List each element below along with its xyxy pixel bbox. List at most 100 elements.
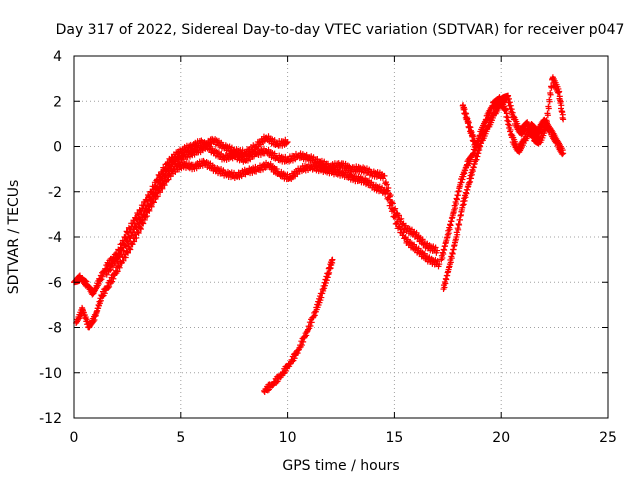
data-point: [109, 278, 116, 285]
data-point: [95, 280, 102, 287]
data-point: [473, 156, 480, 163]
grid-lines: [74, 56, 608, 418]
data-point: [392, 214, 399, 221]
data-point: [393, 220, 400, 227]
data-point: [383, 188, 390, 195]
data-point: [508, 106, 515, 113]
data-point: [163, 172, 170, 179]
data-point: [301, 333, 308, 340]
y-tick-label: 2: [53, 94, 62, 110]
data-point: [145, 193, 152, 200]
data-point: [467, 124, 474, 131]
data-point: [558, 102, 565, 109]
data-point: [131, 238, 138, 245]
data-point: [453, 200, 460, 207]
data-point: [455, 226, 462, 233]
data-point: [452, 205, 459, 212]
data-point: [132, 224, 139, 231]
data-point: [152, 190, 159, 197]
axis-ticks: 0 5 10 15 20 25 -12 -10 -8 -6 -4 -2 0 2 4: [39, 49, 617, 446]
data-point: [432, 244, 439, 251]
data-point: [133, 225, 140, 232]
data-point: [148, 198, 155, 205]
data-point: [124, 249, 131, 256]
data-point: [157, 189, 164, 196]
data-point: [467, 175, 474, 182]
data-point: [557, 98, 564, 105]
data-point: [124, 238, 131, 245]
data-point: [125, 249, 132, 256]
data-point: [472, 143, 479, 150]
data-point: [122, 243, 129, 250]
x-tick-label: 25: [599, 430, 617, 446]
data-point: [321, 282, 328, 289]
data-point: [507, 102, 514, 109]
data-point: [398, 215, 405, 222]
chart-title: Day 317 of 2022, Sidereal Day-to-day VTE…: [56, 22, 625, 38]
data-point: [131, 229, 138, 236]
data-point: [303, 332, 310, 339]
data-point: [398, 225, 405, 232]
data-point: [387, 199, 394, 206]
data-point: [314, 156, 321, 163]
data-point: [395, 212, 402, 219]
plot-frame: [73, 55, 609, 419]
data-point: [283, 139, 290, 146]
data-point: [394, 219, 401, 226]
data-point: [448, 255, 455, 262]
data-point: [475, 150, 482, 157]
data-point: [120, 257, 127, 264]
x-tick-label: 20: [492, 430, 510, 446]
data-point: [103, 271, 110, 278]
data-point: [310, 313, 317, 320]
data-point: [157, 181, 164, 188]
data-point: [467, 178, 474, 185]
data-point: [109, 264, 116, 271]
data-point: [300, 338, 307, 345]
data-point: [326, 269, 333, 276]
data-point: [505, 118, 512, 125]
data-point: [273, 379, 280, 386]
data-point: [132, 215, 139, 222]
data-point: [141, 211, 148, 218]
x-tick-label: 0: [70, 430, 79, 446]
data-point: [454, 231, 461, 238]
data-point: [506, 122, 513, 129]
data-point: [544, 112, 551, 119]
data-point: [459, 176, 466, 183]
data-point: [447, 259, 454, 266]
data-point: [546, 98, 553, 105]
data-point: [503, 110, 510, 117]
data-point: [271, 137, 278, 144]
data-point: [97, 277, 104, 284]
x-tick-label: 10: [279, 430, 297, 446]
data-point: [125, 230, 132, 237]
data-point: [434, 258, 441, 265]
data-point: [165, 176, 172, 183]
y-tick-label: -10: [39, 366, 62, 382]
data-point: [542, 127, 549, 134]
data-point: [99, 293, 106, 300]
data-point: [560, 150, 567, 157]
data-point: [146, 203, 153, 210]
y-tick-label: -6: [48, 275, 62, 291]
data-point: [381, 172, 388, 179]
data-point: [154, 185, 161, 192]
data-point: [505, 95, 512, 102]
data-point: [413, 229, 420, 236]
data-point: [507, 126, 514, 133]
y-tick-label: -8: [48, 321, 62, 337]
x-axis-label: GPS time / hours: [282, 458, 399, 474]
data-point: [545, 105, 552, 112]
data-point: [133, 234, 140, 241]
data-point: [273, 166, 280, 173]
data-point: [391, 213, 398, 220]
data-point: [311, 312, 318, 319]
y-tick-label: -12: [39, 411, 62, 427]
data-point: [125, 239, 132, 246]
y-tick-label: 4: [53, 49, 62, 65]
data-point: [441, 284, 448, 291]
data-point: [135, 212, 142, 219]
